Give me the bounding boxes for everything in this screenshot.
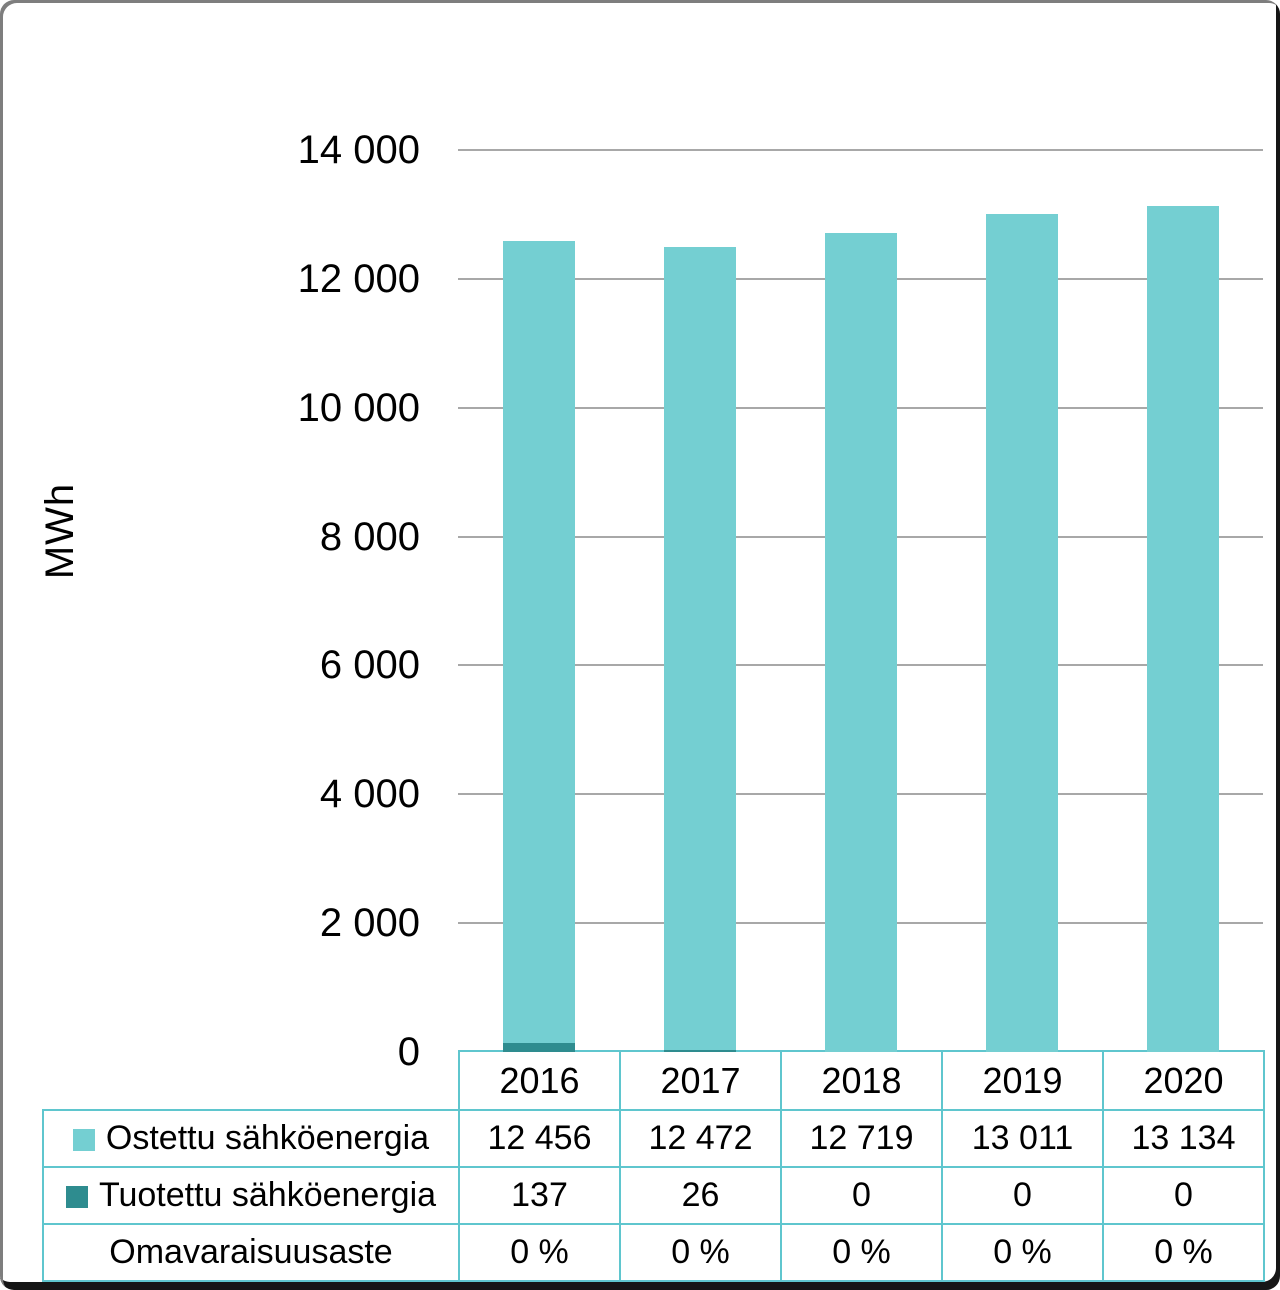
gridline [458, 149, 1263, 151]
value-cell: 0 % [1102, 1223, 1265, 1282]
value-cell: 13 134 [1102, 1109, 1265, 1168]
y-tick-label: 0 [397, 1030, 420, 1074]
value-cell: 0 % [780, 1223, 943, 1282]
value-cell: 0 [1102, 1166, 1265, 1225]
value-cell: 13 011 [941, 1109, 1104, 1168]
bar-stack-2016 [502, 240, 575, 1052]
table-corner-empty-cell [43, 1051, 459, 1110]
value-cell: 0 % [619, 1223, 782, 1282]
bar-segment-ostettu [502, 240, 575, 1044]
data-table: 2016 2017 2018 2019 2020 Ostettu sähköen… [42, 1050, 1265, 1282]
bar-segment-ostettu [824, 232, 897, 1052]
value-cell: 12 456 [458, 1109, 621, 1168]
table-header-row: 2016 2017 2018 2019 2020 [43, 1050, 1265, 1111]
legend-swatch-ostettu-icon [72, 1129, 95, 1151]
y-tick-label: 2 000 [319, 901, 420, 946]
table-row-tuotettu: Tuotettu sähköenergia 137 26 0 0 0 [42, 1166, 1265, 1225]
bar-segment-tuotettu [502, 1043, 575, 1052]
bar-stack-2018 [824, 232, 897, 1052]
value-cell: 12 472 [619, 1109, 782, 1168]
value-cell: 0 [780, 1166, 943, 1225]
bar-segment-ostettu [1146, 205, 1219, 1052]
row-label-tuotettu: Tuotettu sähköenergia [42, 1166, 460, 1225]
bar-segment-tuotettu [663, 1050, 736, 1052]
row-label-text: Tuotettu sähköenergia [98, 1176, 437, 1214]
row-label-text: Omavaraisuusaste [109, 1233, 393, 1271]
table-row-omavaraisuusaste: Omavaraisuusaste 0 % 0 % 0 % 0 % 0 % [42, 1223, 1265, 1282]
legend-swatch-tuotettu-icon [65, 1186, 88, 1208]
y-tick-label: 10 000 [297, 385, 420, 430]
bar-segment-ostettu [663, 246, 736, 1051]
bar-stack-2019 [985, 213, 1058, 1052]
bar-stack-2017 [663, 246, 736, 1052]
y-tick-label: 6 000 [319, 643, 420, 688]
table-row-ostettu: Ostettu sähköenergia 12 456 12 472 12 71… [42, 1109, 1265, 1168]
year-header-cell: 2020 [1102, 1050, 1265, 1111]
year-header-cell: 2018 [780, 1050, 943, 1111]
plot-area [458, 149, 1263, 1052]
y-tick-label: 14 000 [297, 128, 420, 172]
value-cell: 26 [619, 1166, 782, 1225]
value-cell: 0 [941, 1166, 1104, 1225]
bar-segment-ostettu [985, 213, 1058, 1052]
y-tick-label: 4 000 [319, 772, 420, 817]
value-cell: 12 719 [780, 1109, 943, 1168]
value-cell: 0 % [458, 1223, 621, 1282]
value-cell: 0 % [941, 1223, 1104, 1282]
row-label-omavaraisuusaste: Omavaraisuusaste [42, 1223, 460, 1282]
year-header-cell: 2017 [619, 1050, 782, 1111]
year-header-cell: 2019 [941, 1050, 1104, 1111]
row-label-text: Ostettu sähköenergia [105, 1119, 430, 1157]
value-cell: 137 [458, 1166, 621, 1225]
bar-stack-2020 [1146, 205, 1219, 1052]
year-header-cell: 2016 [458, 1050, 621, 1111]
y-axis-title: MWh [38, 482, 82, 580]
y-tick-label: 8 000 [319, 514, 420, 559]
y-tick-label: 12 000 [297, 256, 420, 301]
row-label-ostettu: Ostettu sähköenergia [42, 1109, 460, 1168]
